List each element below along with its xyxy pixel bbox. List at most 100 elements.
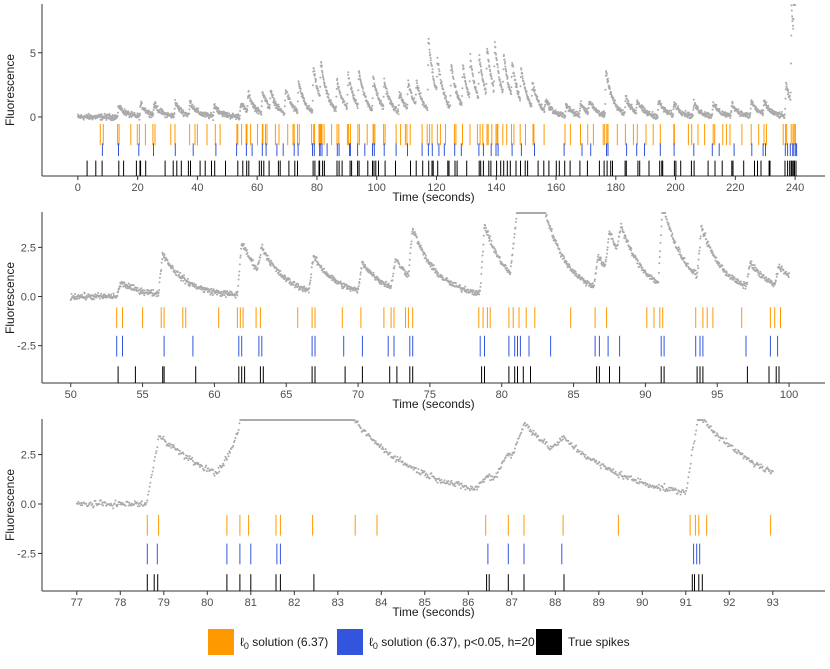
trace-point [392, 273, 394, 275]
trace-point [704, 235, 706, 237]
trace-point [701, 110, 703, 112]
trace-point [169, 445, 171, 447]
x-tick-label: 87 [506, 597, 518, 609]
trace-point [71, 293, 73, 295]
trace-point [631, 104, 633, 106]
trace-point [362, 262, 364, 264]
trace-point [303, 98, 305, 100]
trace-point [791, 15, 793, 17]
trace-point [607, 241, 609, 243]
trace-point [155, 452, 157, 454]
trace-point [749, 116, 751, 118]
trace-point [752, 101, 754, 103]
trace-point [513, 236, 515, 238]
trace-point [313, 68, 315, 70]
trace-point [538, 101, 540, 103]
trace-point [442, 89, 444, 91]
trace-point [352, 90, 354, 92]
trace-point [544, 104, 546, 106]
trace-point [376, 90, 378, 92]
trace-point [415, 233, 417, 235]
trace-point [390, 285, 392, 287]
trace-point [607, 80, 609, 82]
trace-point [326, 90, 328, 92]
trace-point [133, 112, 135, 114]
x-tick-label: 60 [208, 389, 220, 401]
trace-point [414, 231, 416, 233]
trace-point [485, 93, 487, 95]
trace-point [390, 287, 392, 289]
trace-point [479, 58, 481, 60]
trace-point [564, 115, 566, 117]
trace-point [236, 294, 238, 296]
trace-point [659, 256, 661, 258]
trace-point [633, 254, 635, 256]
trace-point [453, 78, 455, 80]
trace-point [698, 253, 700, 255]
trace-point [657, 281, 659, 283]
trace-point [566, 261, 568, 263]
trace-point [596, 261, 598, 263]
trace-point [696, 272, 698, 274]
trace-point [272, 94, 274, 96]
trace-point [505, 265, 507, 267]
trace-point [318, 90, 320, 92]
trace-point [530, 103, 532, 105]
trace-point [120, 285, 122, 287]
trace-point [76, 298, 78, 300]
trace-point [310, 279, 312, 281]
trace-point [262, 91, 264, 93]
trace-point [776, 276, 778, 278]
x-tick-label: 84 [375, 597, 387, 609]
trace-point [730, 110, 732, 112]
trace-point [115, 499, 117, 501]
trace-point [515, 218, 517, 220]
trace-point [403, 269, 405, 271]
trace-point [788, 276, 790, 278]
trace-point [625, 237, 627, 239]
trace-point [111, 505, 113, 507]
trace-point [698, 259, 700, 261]
trace-point [294, 286, 296, 288]
trace-point [299, 90, 301, 92]
trace-point [784, 108, 786, 110]
trace-point [93, 505, 95, 507]
trace-point [429, 49, 431, 51]
trace-point [310, 277, 312, 279]
trace-point [364, 265, 366, 267]
trace-point [284, 112, 286, 114]
trace-point [130, 505, 132, 507]
trace-point [325, 86, 327, 88]
trace-point [462, 76, 464, 78]
trace-point [546, 214, 548, 216]
trace-point [559, 249, 561, 251]
trace-point [386, 88, 388, 90]
trace-point [765, 276, 767, 278]
trace-point [729, 275, 731, 277]
trace-point [775, 280, 777, 282]
trace-point [575, 271, 577, 273]
trace-point [374, 276, 376, 278]
trace-point [238, 274, 240, 276]
trace-point [212, 115, 214, 117]
trace-point [423, 102, 425, 104]
trace-point [154, 456, 156, 458]
trace-point [609, 86, 611, 88]
trace-point [237, 285, 239, 287]
trace-point [125, 505, 127, 507]
trace-point [432, 76, 434, 78]
trace-point [437, 272, 439, 274]
trace-point [512, 247, 514, 249]
trace-point [464, 77, 466, 79]
trace-point [178, 274, 180, 276]
trace-point [749, 112, 751, 114]
trace-point [752, 264, 754, 266]
trace-point [569, 265, 571, 267]
trace-point [152, 113, 154, 115]
trace-point [298, 81, 300, 83]
trace-point [239, 118, 241, 120]
trace-point [787, 89, 789, 91]
trace-point [246, 109, 248, 111]
trace-point [592, 282, 594, 284]
trace-point [666, 109, 668, 111]
